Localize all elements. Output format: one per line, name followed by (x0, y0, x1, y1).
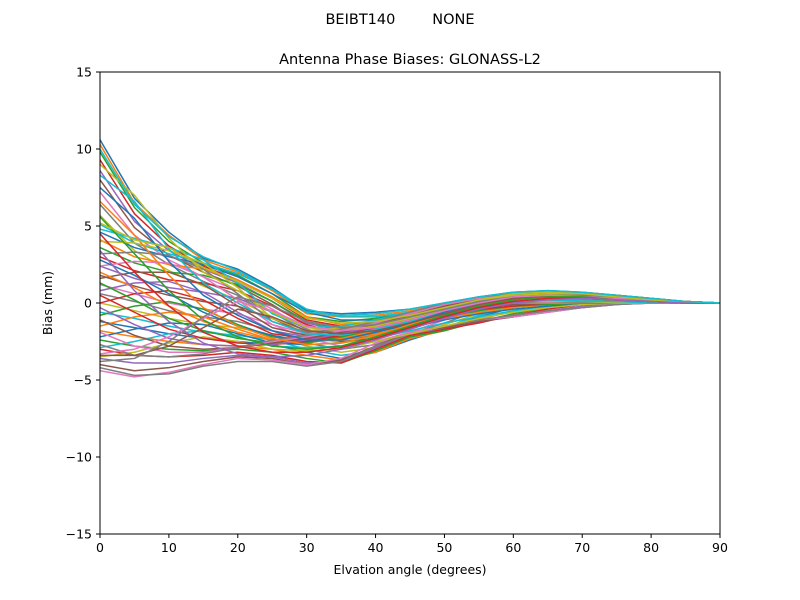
y-tick-label: −5 (74, 373, 92, 388)
series-line-60 (100, 147, 720, 317)
y-tick-label: −10 (66, 450, 92, 465)
x-tick-label: 10 (161, 540, 177, 555)
x-tick-label: 40 (368, 540, 384, 555)
series-line-55 (100, 249, 720, 358)
y-tick-label: 15 (76, 65, 92, 80)
x-tick-label: 50 (436, 540, 452, 555)
x-tick-label: 90 (712, 540, 728, 555)
y-tick-label: 0 (84, 296, 92, 311)
x-axis-ticks: 0 10 20 30 40 50 60 70 80 90 (96, 534, 728, 555)
x-tick-label: 30 (299, 540, 315, 555)
y-axis-ticks: −15 −10 −5 0 5 10 15 (66, 65, 100, 542)
y-axis-label: Bias (mm) (40, 271, 55, 335)
y-tick-label: 10 (76, 142, 92, 157)
series-line-57 (100, 294, 720, 355)
figure-suptitle: BEIBT140 NONE (325, 12, 474, 28)
x-axis-label: Elvation angle (degrees) (333, 562, 486, 577)
series-layer (100, 138, 720, 378)
x-tick-label: 70 (574, 540, 590, 555)
x-tick-label: 0 (96, 540, 104, 555)
y-tick-label: −15 (66, 527, 92, 542)
plot-area: 0 10 20 30 40 50 60 70 80 90 −15 −10 −5 0 5 10 15 (66, 65, 728, 556)
x-tick-label: 60 (505, 540, 521, 555)
x-tick-label: 20 (230, 540, 246, 555)
series-line-59 (100, 222, 720, 324)
x-tick-label: 80 (643, 540, 659, 555)
y-tick-label: 5 (84, 219, 92, 234)
chart-title: Antenna Phase Biases: GLONASS-L2 (279, 52, 541, 68)
